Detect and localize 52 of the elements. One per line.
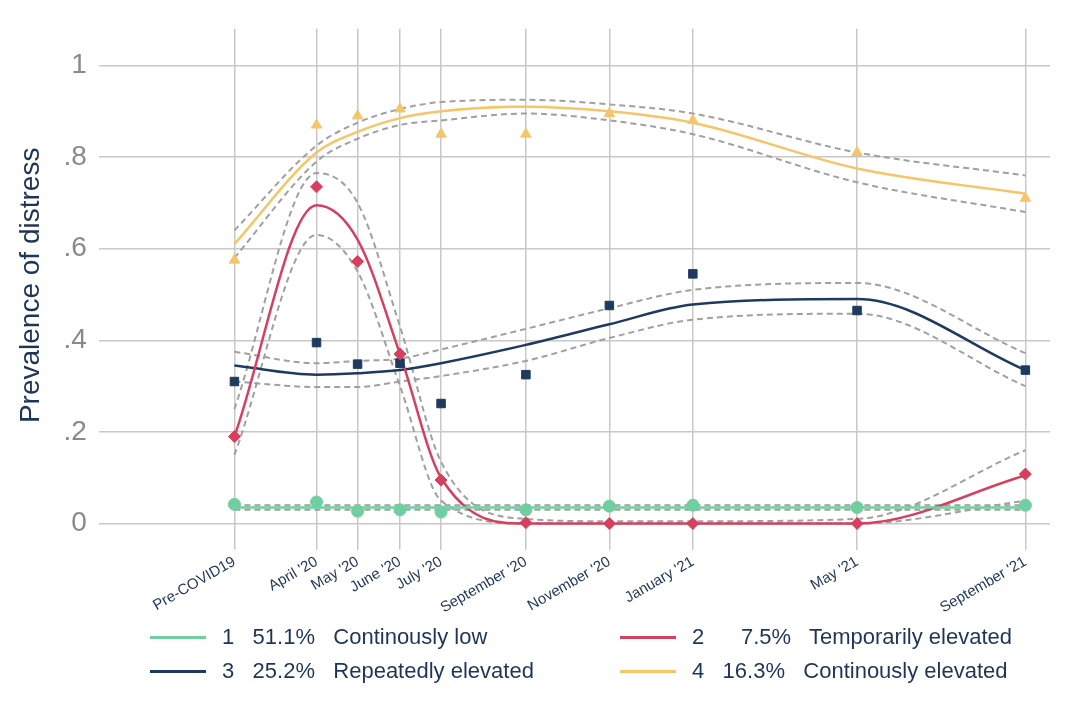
point [394, 102, 406, 113]
point [603, 107, 616, 118]
point [1018, 498, 1032, 512]
x-tick-label: May '21 [807, 552, 861, 593]
point [435, 127, 447, 138]
point [310, 180, 324, 194]
point [393, 503, 407, 517]
point [686, 498, 700, 512]
point [687, 113, 699, 124]
point [310, 118, 323, 129]
point [436, 398, 446, 409]
legend-label: 1 51.1% Continously low [222, 624, 488, 650]
point [1018, 467, 1032, 481]
point [520, 127, 532, 138]
y-tick-label: .2 [63, 414, 87, 446]
y-tick-label: 0 [71, 506, 87, 538]
y-tick-label: 1 [71, 48, 87, 80]
point [602, 499, 616, 513]
point [850, 501, 864, 515]
point [852, 305, 862, 316]
point [352, 359, 363, 369]
point [351, 504, 365, 518]
point [434, 473, 448, 487]
point [851, 145, 863, 156]
point [228, 253, 241, 264]
legend-label: 2 7.5% Temporarily elevated [692, 624, 1012, 650]
point [227, 430, 241, 444]
legend-label: 4 16.3% Continously elevated [692, 658, 1008, 684]
y-tick-label: .4 [63, 323, 87, 355]
point [850, 517, 864, 531]
point [602, 517, 616, 531]
point [686, 517, 700, 531]
point [688, 269, 698, 279]
point [227, 497, 241, 511]
point [521, 369, 531, 380]
point [351, 109, 364, 120]
y-axis-title: Prevalence of distress [13, 147, 45, 424]
y-tick-label: .6 [63, 231, 87, 263]
point [434, 505, 448, 519]
point [351, 255, 365, 269]
point [393, 347, 407, 361]
point [604, 300, 615, 311]
point [1020, 365, 1031, 375]
point [519, 516, 533, 530]
legend-label: 3 25.2% Repeatedly elevated [222, 658, 534, 684]
point [310, 495, 324, 509]
y-tick-label: .8 [63, 139, 87, 171]
point [1019, 191, 1032, 202]
point [395, 358, 405, 368]
point [519, 503, 533, 517]
point [229, 376, 240, 387]
point [311, 337, 322, 348]
